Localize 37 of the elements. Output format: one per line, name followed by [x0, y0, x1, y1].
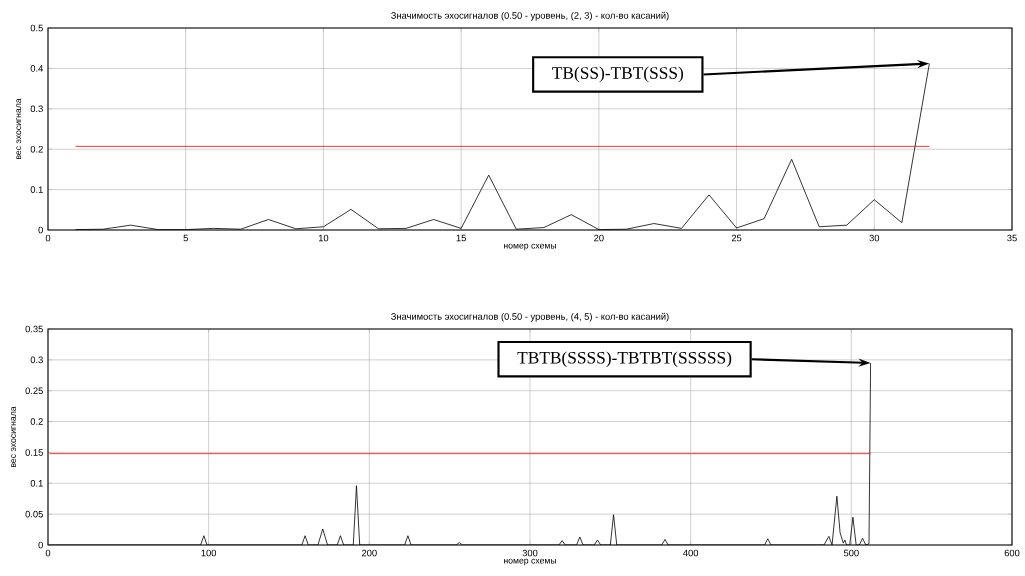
x-tick-label: 200	[362, 549, 377, 557]
x-tick-label: 300	[522, 549, 538, 557]
x-tick-label: 20	[594, 234, 604, 242]
x-tick-label: 10	[318, 234, 329, 242]
y-axis-title: вес эхосигнала	[11, 406, 16, 468]
x-tick-label: 5	[183, 234, 188, 242]
y-tick-label: 0	[38, 226, 43, 234]
x-axis-title: номер схемы	[504, 558, 556, 566]
y-tick-label: 0.25	[25, 387, 43, 395]
y-tick-label: 0.05	[25, 510, 43, 518]
chart-title: Значимость эхосигналов (0.50 - уровень, (4, 5) - кол-во касаний)	[391, 312, 669, 322]
y-tick-label: 0.4	[30, 65, 44, 72]
y-axis-title: вес эхосигнала	[16, 98, 22, 160]
x-tick-label: 35	[1007, 234, 1017, 242]
x-tick-label: 0	[45, 549, 51, 557]
y-tick-label: 0.3	[30, 105, 43, 113]
x-tick-label: 600	[1004, 549, 1020, 557]
y-tick-label: 0.5	[30, 24, 43, 32]
y-tick-label: 0.1	[30, 186, 43, 193]
y-tick-label: 0.3	[30, 356, 43, 364]
y-tick-label: 0.15	[25, 449, 43, 456]
chart-title: Значимость эхосигналов (0.50 - уровень, (2, 3) - кол-во касаний)	[391, 11, 669, 21]
x-axis-title: номер схемы	[504, 243, 556, 251]
x-tick-label: 30	[869, 234, 880, 242]
y-tick-label: 0.1	[30, 480, 43, 487]
x-tick-label: 400	[683, 549, 699, 557]
x-tick-label: 500	[843, 549, 859, 557]
y-tick-label: 0.35	[25, 325, 43, 333]
x-tick-label: 0	[45, 234, 51, 242]
y-tick-label: 0.2	[30, 418, 43, 425]
x-tick-label: 100	[201, 549, 217, 557]
annotation: TBTB(SSSS)-TBTBT(SSSSS)	[517, 351, 732, 368]
annotation: TB(SS)-TBT(SSS)	[552, 66, 684, 83]
x-tick-label: 25	[731, 234, 742, 242]
y-tick-label: 0.2	[30, 145, 43, 153]
x-tick-label: 15	[456, 234, 466, 242]
y-tick-label: 0	[38, 541, 43, 549]
